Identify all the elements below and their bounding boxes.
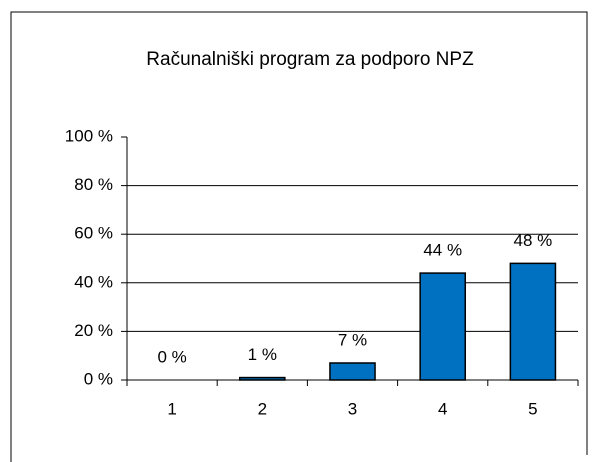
y-tick-label: 100 % xyxy=(65,126,113,145)
y-tick-label: 80 % xyxy=(74,175,113,194)
value-label: 0 % xyxy=(157,347,186,366)
value-label: 7 % xyxy=(338,330,367,349)
bar xyxy=(329,362,376,381)
bar xyxy=(419,272,466,381)
x-tick-label: 2 xyxy=(258,399,267,418)
bar xyxy=(509,262,557,381)
x-tick-label: 5 xyxy=(528,399,537,418)
y-tick-label: 0 % xyxy=(84,369,113,388)
y-tick-label: 20 % xyxy=(74,321,113,340)
value-label: 1 % xyxy=(248,345,277,364)
y-tick-label: 60 % xyxy=(74,224,113,243)
chart-border xyxy=(10,11,588,462)
value-label: 48 % xyxy=(514,231,553,250)
chart-title: Računalniški program za podporo NPZ xyxy=(146,49,474,70)
x-tick-label: 3 xyxy=(348,399,357,418)
x-tick-label: 4 xyxy=(438,399,447,418)
y-tick-label: 40 % xyxy=(74,272,113,291)
value-label: 44 % xyxy=(423,241,462,260)
x-tick-label: 1 xyxy=(167,399,176,418)
